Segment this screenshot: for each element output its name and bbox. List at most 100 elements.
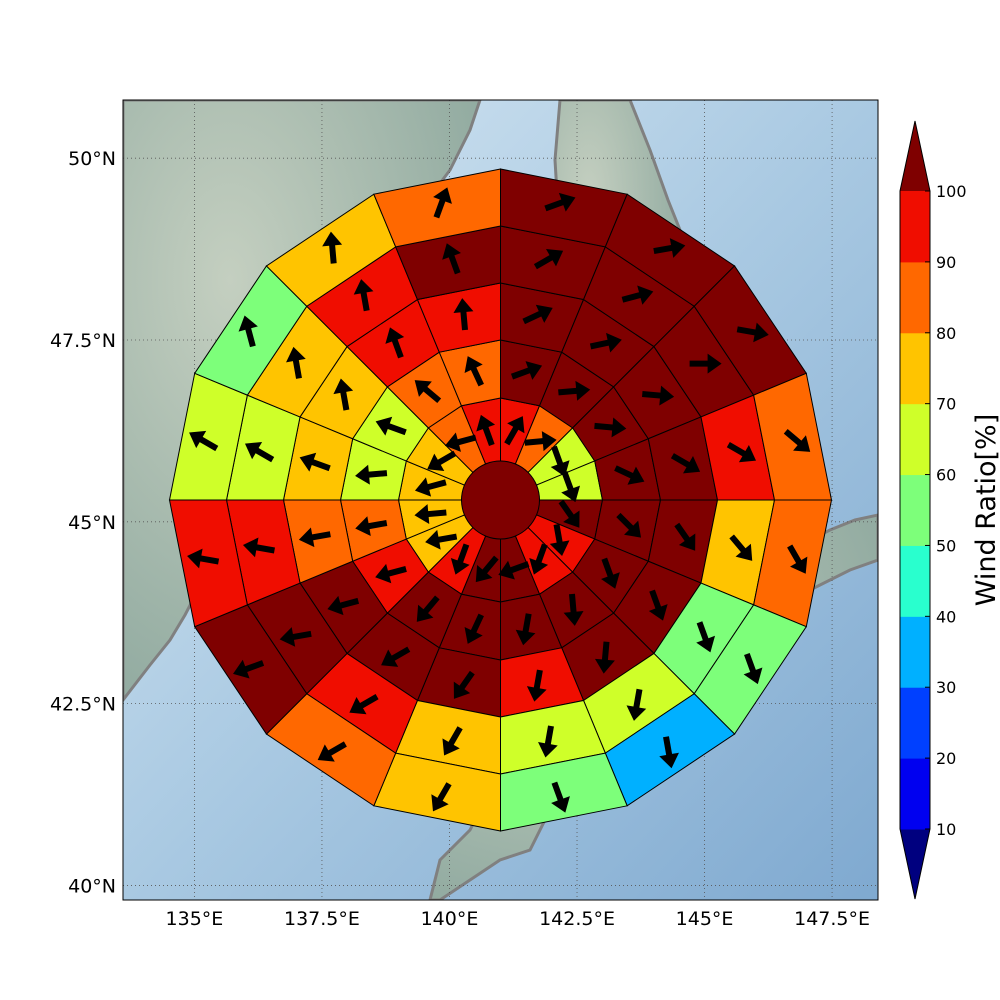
- wind-arrow-r2-s5: [616, 512, 642, 538]
- wind-arrow-r5-s2: [653, 238, 686, 258]
- lat-tick-label: 47.5°N: [50, 330, 116, 352]
- colorbar-tick-label: 40: [936, 607, 956, 626]
- lat-tick-label: 42.5°N: [50, 694, 116, 716]
- wind-arrow-r1-s16: [476, 414, 496, 447]
- wind-arrow-r4-s12: [242, 537, 275, 558]
- wind-arrow-r4-s9: [442, 726, 463, 756]
- colorbar-cell: [900, 545, 930, 617]
- wind-arrow-r5-s6: [743, 652, 763, 685]
- map-panel: [122, 99, 879, 901]
- wind-arrow-r3-s10: [381, 646, 411, 667]
- wind-arrow-r1-s14: [427, 450, 457, 471]
- wind-arrow-r5-s4: [783, 429, 811, 452]
- wind-arrow-r3-s14: [333, 378, 354, 411]
- colorbar-tick-label: 70: [936, 395, 956, 414]
- wind-arrow-r2-s16: [464, 356, 484, 387]
- wind-arrow-r2-s9: [464, 613, 484, 644]
- wind-arrow-r1-s8: [498, 560, 530, 580]
- wind-arrow-r2-s6: [601, 557, 620, 589]
- wind-arrow-r4-s11: [279, 627, 312, 647]
- longitude-axis: 135°E 137.5°E 140°E 142.5°E 145°E 147.5°E: [166, 908, 871, 930]
- wind-arrow-r1-s1: [504, 416, 525, 446]
- wind-arrow-r2-s12: [355, 516, 388, 536]
- wind-arrow-r3-s2: [589, 332, 622, 353]
- lon-tick-label: 147.5°E: [794, 908, 870, 930]
- wind-arrow-r2-s13: [355, 464, 388, 485]
- wind-arrow-r4-s8: [538, 725, 558, 758]
- wind-arrow-r5-s5: [787, 544, 808, 574]
- wind-arrow-r5-s13: [189, 430, 219, 452]
- wind-arrow-r4-s1: [533, 249, 564, 270]
- wind-arrow-r3-s13: [299, 452, 331, 472]
- wind-arrow-r5-s7: [659, 736, 679, 769]
- colorbar-tick-label: 20: [936, 749, 956, 768]
- wind-arrow-r2-s14: [375, 416, 407, 436]
- colorbar-tick-label: 60: [936, 466, 956, 485]
- colorbar-cell: [900, 332, 930, 405]
- wind-arrow-r5-s1: [544, 192, 576, 212]
- wind-arrow-r2-s10: [416, 595, 440, 622]
- wind-arrow-r3-s5: [674, 522, 696, 551]
- colorbar-cell: [900, 474, 930, 546]
- wind-arrow-r1-s10: [450, 543, 470, 575]
- wind-arrow-r3-s9: [453, 670, 475, 699]
- wind-arrow-r1-s11: [425, 529, 458, 550]
- lon-tick-label: 137.5°E: [284, 908, 360, 930]
- wind-arrow-r2-s15: [414, 380, 442, 404]
- colorbar-tick-label: 80: [936, 324, 956, 343]
- colorbar-label: Wind Ratio[%]: [971, 414, 1000, 606]
- wind-arrow-r2-s8: [515, 613, 536, 646]
- wind-arrow-r4-s7: [626, 688, 647, 721]
- colorbar-ticks: 10 20 30 40 50 60 70 80 90 100: [925, 182, 967, 839]
- colorbar-cell: [900, 261, 930, 334]
- lon-tick-label: 135°E: [166, 908, 224, 930]
- wind-arrow-r2-s7: [563, 593, 584, 626]
- wind-arrow-r5-s9: [431, 782, 452, 812]
- wind-arrow-r3-s16: [453, 298, 474, 331]
- wind-arrow-r4-s16: [442, 243, 461, 275]
- wind-arrow-r4-s14: [286, 346, 306, 379]
- colorbar-cells: [899, 120, 931, 900]
- colorbar-cell: [900, 616, 930, 688]
- wind-arrow-r3-s7: [594, 641, 615, 674]
- wind-rose: [168, 168, 833, 832]
- map-frame: [122, 99, 879, 901]
- colorbar-cell: [900, 191, 930, 263]
- wind-arrow-r1-s3: [550, 445, 570, 477]
- wind-arrow-r1-s13: [414, 477, 447, 497]
- wind-arrow-r4-s10: [349, 694, 379, 715]
- colorbar-tick-label: 100: [936, 182, 967, 201]
- wind-arrow-r1-s2: [524, 431, 557, 452]
- wind-arrow-r4-s13: [244, 441, 275, 463]
- lon-tick-label: 140°E: [421, 908, 479, 930]
- wind-arrow-r5-s15: [322, 231, 343, 264]
- wind-arrow-r1-s9: [475, 555, 499, 583]
- wind-arrow-r5-s14: [238, 315, 258, 348]
- wind-arrow-r5-s8: [551, 781, 570, 813]
- wind-arrow-r5-s12: [187, 548, 220, 569]
- lat-tick-label: 45°N: [68, 512, 116, 534]
- colorbar-cell: [900, 687, 930, 759]
- wind-arrow-r2-s4: [614, 465, 645, 485]
- wind-arrow-r3-s1: [522, 304, 553, 325]
- wind-arrow-r3-s11: [327, 595, 360, 616]
- colorbar-over-extension: [900, 121, 930, 191]
- wind-arrow-r5-s16: [433, 187, 452, 219]
- wind-arrow-r2-s2: [558, 380, 591, 401]
- colorbar-under-extension: [900, 829, 930, 899]
- lat-tick-label: 50°N: [68, 148, 116, 170]
- wind-arrow-r1-s6: [549, 523, 570, 556]
- wind-arrow-r4-s6: [696, 621, 716, 653]
- wind-arrow-r2-s3: [594, 417, 627, 438]
- wind-arrow-r5-s11: [233, 659, 265, 679]
- colorbar-tick-label: 30: [936, 678, 956, 697]
- lat-tick-label: 40°N: [68, 875, 116, 897]
- wind-arrow-r4-s3: [689, 353, 722, 374]
- wind-arrow-r3-s12: [298, 527, 331, 548]
- wind-arrow-r1-s7: [529, 543, 549, 575]
- lon-tick-label: 145°E: [676, 908, 734, 930]
- wind-arrow-r4-s5: [729, 534, 753, 561]
- wind-arrow-r5-s10: [317, 741, 347, 762]
- wind-arrow-r3-s3: [641, 385, 675, 406]
